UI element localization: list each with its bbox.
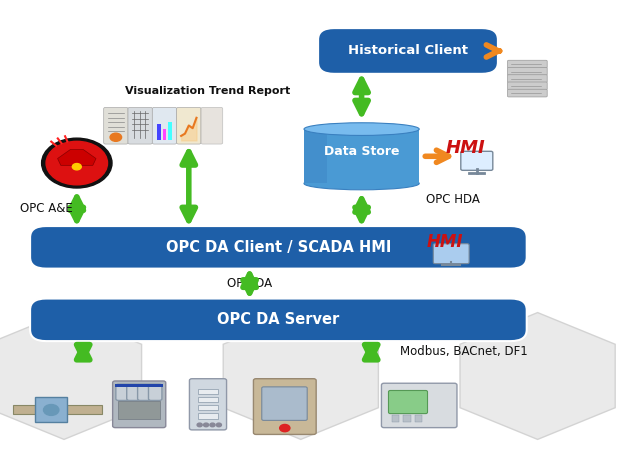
FancyBboxPatch shape — [388, 390, 428, 414]
FancyBboxPatch shape — [128, 107, 152, 144]
FancyBboxPatch shape — [318, 28, 498, 74]
FancyBboxPatch shape — [148, 384, 162, 400]
Circle shape — [46, 141, 108, 185]
Circle shape — [44, 405, 59, 415]
Bar — [198, 413, 218, 419]
Bar — [115, 384, 163, 387]
Polygon shape — [0, 313, 141, 439]
FancyBboxPatch shape — [508, 89, 547, 97]
Circle shape — [280, 424, 290, 432]
FancyBboxPatch shape — [104, 107, 128, 144]
Circle shape — [204, 423, 209, 427]
Circle shape — [110, 133, 122, 141]
Text: Data Store: Data Store — [324, 145, 399, 158]
FancyBboxPatch shape — [127, 384, 140, 400]
FancyBboxPatch shape — [461, 151, 493, 170]
FancyBboxPatch shape — [152, 107, 177, 144]
Bar — [403, 415, 411, 422]
Text: OPC A&E: OPC A&E — [20, 202, 73, 215]
FancyBboxPatch shape — [189, 379, 227, 430]
FancyBboxPatch shape — [508, 60, 547, 68]
Text: Modbus, BACnet, DF1: Modbus, BACnet, DF1 — [400, 345, 528, 357]
Text: Historical Client: Historical Client — [348, 44, 468, 58]
FancyBboxPatch shape — [30, 226, 527, 269]
FancyBboxPatch shape — [508, 67, 547, 75]
Text: OPC DA: OPC DA — [227, 277, 272, 290]
Polygon shape — [304, 129, 419, 183]
Bar — [392, 415, 399, 422]
Polygon shape — [304, 129, 327, 183]
Polygon shape — [58, 149, 96, 165]
Bar — [198, 397, 218, 402]
Bar — [35, 397, 67, 422]
FancyBboxPatch shape — [381, 383, 457, 428]
Text: HMI: HMI — [446, 139, 486, 157]
Polygon shape — [223, 313, 378, 439]
Bar — [163, 129, 166, 140]
Bar — [13, 405, 102, 414]
Bar — [118, 401, 160, 419]
Ellipse shape — [304, 177, 419, 190]
FancyBboxPatch shape — [201, 107, 223, 144]
Ellipse shape — [304, 123, 419, 135]
Circle shape — [42, 138, 112, 188]
FancyBboxPatch shape — [30, 299, 527, 341]
Bar — [198, 405, 218, 410]
Text: HMI: HMI — [426, 233, 463, 251]
Text: Visualization Trend Report: Visualization Trend Report — [125, 86, 291, 96]
FancyBboxPatch shape — [113, 381, 166, 428]
Text: OPC DA Client / SCADA HMI: OPC DA Client / SCADA HMI — [166, 240, 391, 255]
FancyBboxPatch shape — [253, 379, 316, 434]
FancyBboxPatch shape — [138, 384, 151, 400]
FancyBboxPatch shape — [433, 244, 469, 264]
Text: OPC HDA: OPC HDA — [426, 193, 479, 206]
FancyBboxPatch shape — [262, 387, 307, 420]
FancyBboxPatch shape — [116, 384, 129, 400]
FancyBboxPatch shape — [508, 82, 547, 90]
Polygon shape — [460, 313, 615, 439]
FancyBboxPatch shape — [177, 107, 201, 144]
Circle shape — [216, 423, 221, 427]
Bar — [198, 389, 218, 394]
Bar — [157, 124, 161, 140]
Circle shape — [72, 164, 81, 170]
FancyBboxPatch shape — [508, 75, 547, 82]
Circle shape — [210, 423, 215, 427]
Text: OPC DA Server: OPC DA Server — [217, 312, 340, 328]
Bar — [415, 415, 422, 422]
Bar — [168, 122, 172, 140]
Circle shape — [197, 423, 202, 427]
